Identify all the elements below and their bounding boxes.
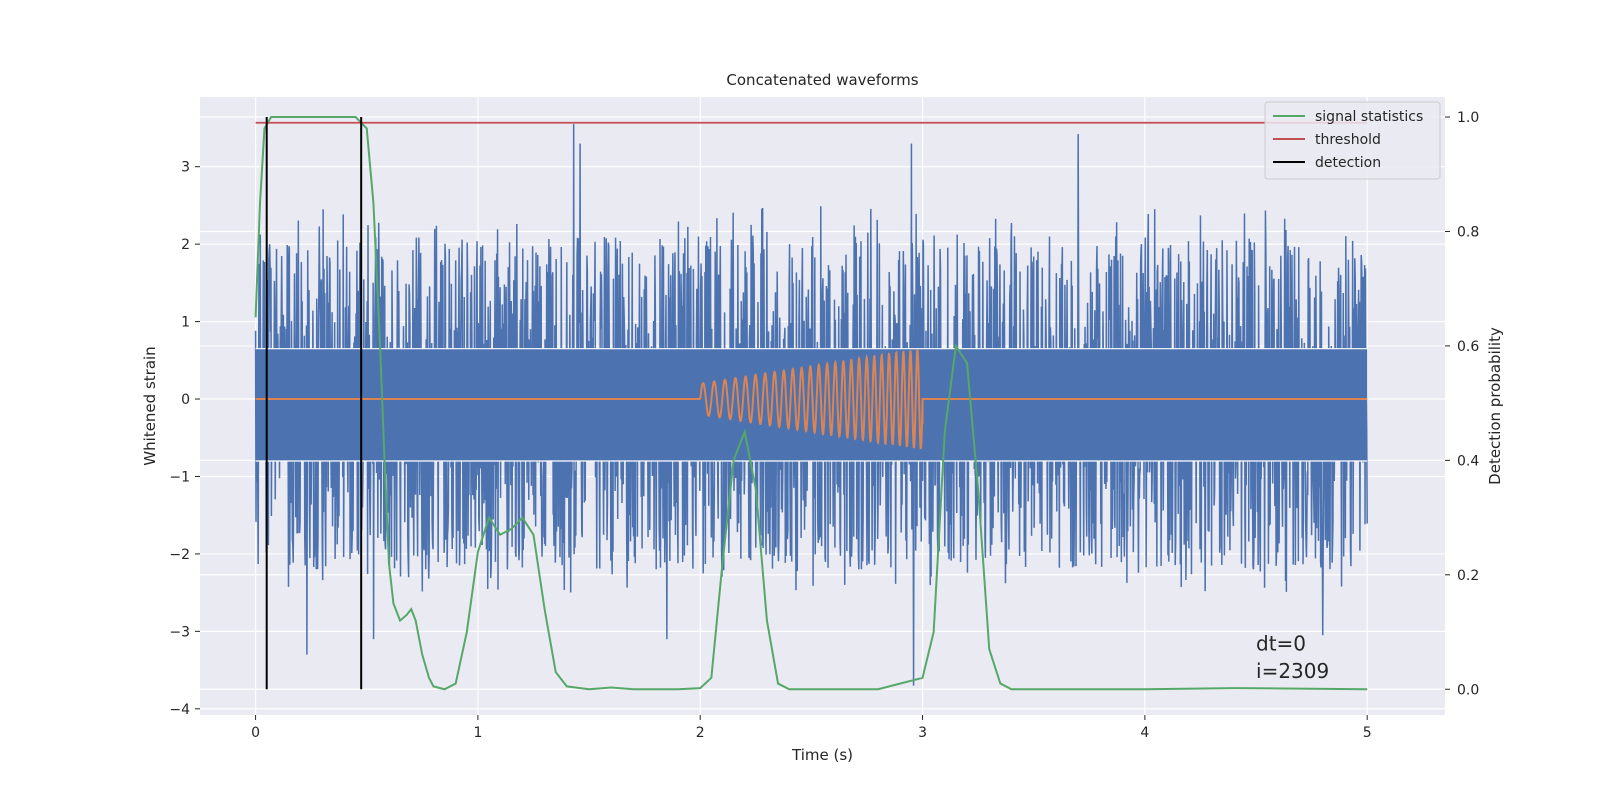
y-tick-label: −3 [169,624,190,640]
y2-tick-label: 1.0 [1457,110,1479,126]
legend-label: detection [1315,155,1381,171]
y2-tick-label: 0.0 [1457,682,1479,698]
y-axis-right-label: Detection probability [1486,327,1504,485]
y2-tick-label: 0.8 [1457,224,1479,240]
y2-tick-label: 0.6 [1457,339,1479,355]
x-tick-label: 3 [918,725,927,741]
annotation-text: i=2309 [1256,659,1329,683]
y-axis-label: Whitened strain [141,346,159,465]
x-tick-label: 1 [473,725,482,741]
y-tick-label: 0 [181,392,190,408]
x-tick-label: 2 [696,725,705,741]
legend-label: signal statistics [1315,109,1423,125]
chirp-series-layer [255,349,1368,450]
chirp-trace [255,349,1368,450]
axis-layer: 0 1 2 3 4 5 −4 −3 −2 −1 0 1 2 3 0.0 0.2 0.4 0.6 0.8 1.0 [169,110,1479,741]
annotation-text: dt=0 [1256,632,1306,656]
y-tick-label: −4 [169,702,190,718]
x-tick-label: 5 [1363,725,1372,741]
legend-label: threshold [1315,132,1381,148]
y-tick-label: −2 [169,547,190,563]
noise-dense-band [255,348,1368,461]
annotation-layer: dt=0 i=2309 [1256,632,1329,683]
y-tick-label: 2 [181,237,190,253]
y-tick-label: 1 [181,315,190,331]
x-tick-label: 4 [1140,725,1149,741]
right-axis-series-layer [254,116,1368,691]
legend: signal statistics threshold detection [1264,101,1441,180]
legend-box [1264,101,1441,180]
y-tick-label: 3 [181,160,190,176]
y-tick-label: −1 [169,469,190,485]
x-tick-label: 0 [251,725,260,741]
y2-tick-label: 0.2 [1457,568,1479,584]
x-axis-label: Time (s) [791,746,853,764]
chart-title: Concatenated waveforms [726,71,918,89]
y2-tick-label: 0.4 [1457,453,1479,469]
signal-statistics-line [254,116,1368,691]
